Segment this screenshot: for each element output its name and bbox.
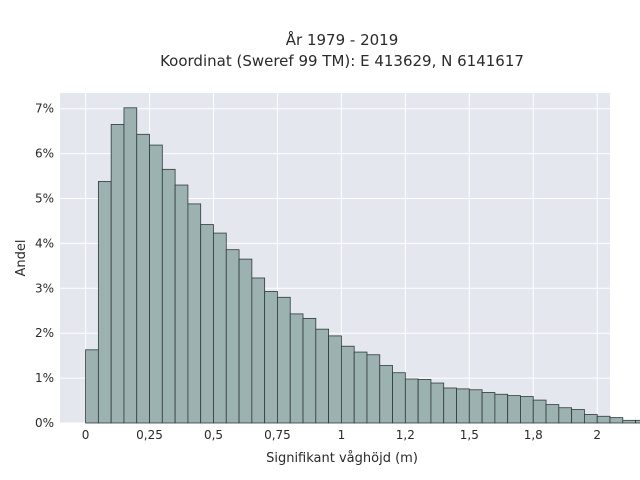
x-tick-label: 1	[338, 428, 346, 442]
histogram-bar	[97, 181, 112, 424]
histogram-bar	[468, 389, 483, 424]
bars-group	[85, 107, 640, 424]
histogram-bar	[443, 387, 457, 424]
histogram-bar	[251, 277, 266, 424]
y-tick-label: 4%	[35, 236, 54, 250]
histogram-bar	[417, 379, 432, 424]
histogram-bar	[340, 345, 355, 424]
histogram-bar	[200, 224, 214, 424]
histogram-bar	[507, 395, 521, 424]
x-tick-label: 0,25	[136, 428, 163, 442]
histogram-bar	[315, 328, 330, 424]
chart-title: År 1979 - 2019	[286, 30, 399, 49]
y-axis-ticks: 0% 1% 2% 3% 4% 5% 6% 7%	[35, 102, 54, 430]
histogram-bar	[136, 133, 150, 424]
x-tick-label: 1,8	[524, 428, 543, 442]
histogram-bar	[532, 399, 547, 424]
y-tick-label: 0%	[35, 416, 54, 430]
x-tick-label: 2	[593, 428, 601, 442]
histogram-bar	[456, 388, 470, 424]
histogram-bar	[264, 291, 278, 424]
x-tick-label: 1,5	[460, 428, 479, 442]
histogram-bar	[85, 349, 99, 424]
histogram-bar	[149, 144, 163, 424]
x-tick-label: 0	[82, 428, 90, 442]
histogram-bar	[404, 378, 419, 424]
histogram-bar	[609, 417, 624, 424]
histogram-bar	[558, 407, 573, 424]
histogram-bar	[161, 168, 176, 424]
x-tick-label: 0,5	[204, 428, 223, 442]
histogram-bar	[302, 317, 317, 424]
histogram-bar	[110, 124, 125, 424]
histogram-bar	[392, 372, 406, 424]
histogram-bar	[187, 203, 202, 424]
histogram-bar	[494, 393, 509, 424]
histogram-bar	[520, 396, 534, 424]
histogram-bar	[277, 296, 291, 424]
y-tick-label: 6%	[35, 147, 54, 161]
y-tick-label: 1%	[35, 371, 54, 385]
y-axis-label: Andel	[14, 240, 29, 277]
y-tick-label: 7%	[35, 102, 54, 116]
histogram-bar	[379, 365, 393, 424]
histogram-bar	[622, 419, 636, 424]
histogram-bar	[596, 415, 611, 424]
histogram-bar	[123, 107, 138, 424]
histogram-bar	[213, 232, 227, 424]
chart-subtitle: Koordinat (Sweref 99 TM): E 413629, N 61…	[160, 52, 524, 70]
histogram-bar	[635, 419, 640, 424]
histogram-bar	[353, 351, 368, 424]
y-tick-label: 3%	[35, 281, 54, 295]
histogram-bar	[289, 313, 304, 424]
histogram-bar	[571, 409, 585, 424]
histogram-bar	[584, 414, 598, 424]
x-tick-label: 1,2	[396, 428, 415, 442]
histogram-bar	[481, 392, 496, 424]
x-axis-label: Signifikant våghöjd (m)	[266, 451, 418, 466]
x-tick-label: 0,75	[264, 428, 291, 442]
histogram-bar	[545, 404, 560, 424]
histogram-bar	[174, 184, 189, 424]
histogram-bar	[430, 382, 445, 424]
y-tick-label: 5%	[35, 192, 54, 206]
histogram-bar	[366, 354, 381, 424]
histogram-bar	[238, 258, 253, 424]
histogram-bar	[328, 335, 342, 424]
x-axis-ticks: 0 0,25 0,5 0,75 1 1,2 1,5 1,8 2	[82, 428, 601, 442]
y-tick-label: 2%	[35, 326, 54, 340]
histogram-bar	[225, 249, 240, 424]
